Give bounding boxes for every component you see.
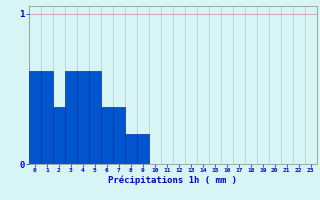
- Bar: [65, 71, 77, 164]
- Bar: [29, 71, 41, 164]
- Bar: [113, 107, 125, 164]
- Bar: [89, 71, 101, 164]
- Bar: [53, 107, 65, 164]
- Bar: [41, 71, 53, 164]
- Bar: [101, 107, 113, 164]
- Bar: [77, 71, 89, 164]
- X-axis label: Précipitations 1h ( mm ): Précipitations 1h ( mm ): [108, 176, 237, 185]
- Bar: [137, 134, 149, 164]
- Bar: [125, 134, 137, 164]
